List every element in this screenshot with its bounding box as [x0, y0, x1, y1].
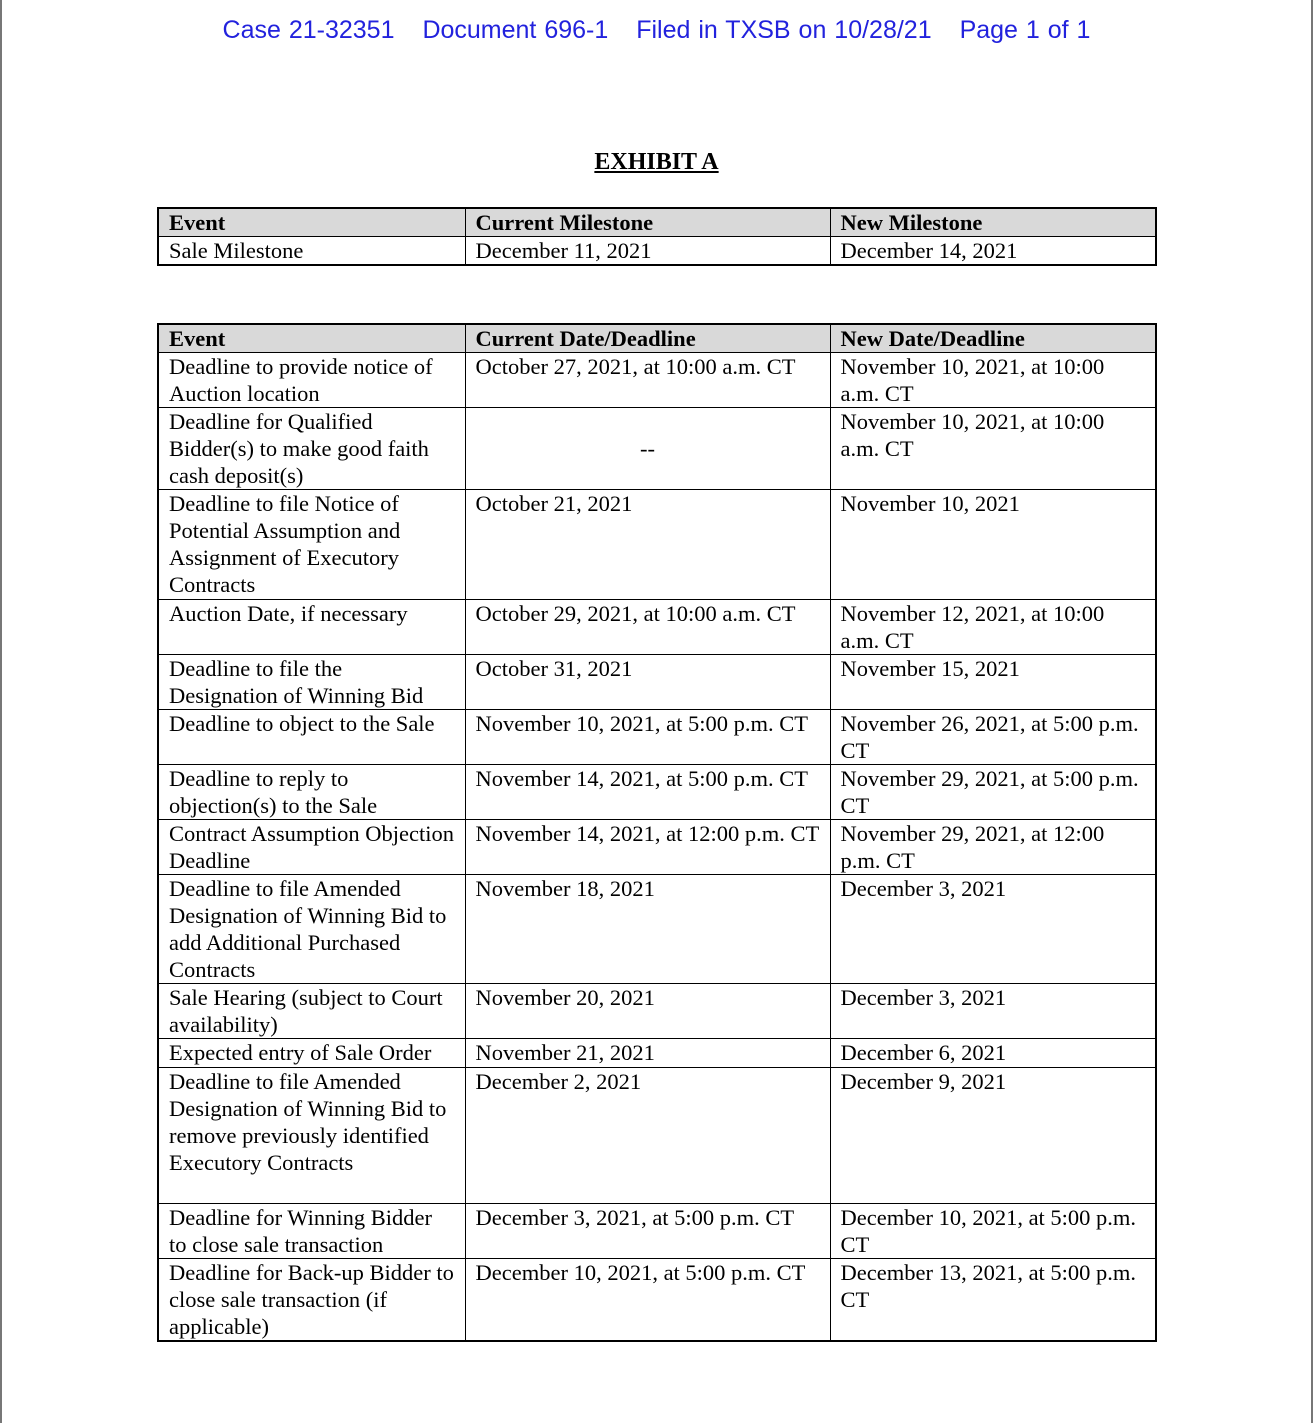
table-row: Deadline to file Amended Designation of … — [157, 1067, 1157, 1204]
table-cell: November 10, 2021, at 10:00 a.m. CT — [829, 407, 1157, 490]
table-cell: November 26, 2021, at 5:00 p.m. CT — [829, 709, 1157, 765]
table-cell: Deadline to file the Designation of Winn… — [157, 654, 466, 710]
table-row: Deadline to file Notice of Potential Ass… — [157, 489, 1157, 600]
table-cell: November 10, 2021, at 5:00 p.m. CT — [464, 709, 831, 765]
table-cell: Deadline to provide notice of Auction lo… — [157, 352, 466, 408]
column-header: New Date/Deadline — [829, 323, 1157, 353]
table-cell: November 14, 2021, at 5:00 p.m. CT — [464, 764, 831, 820]
table-cell: December 13, 2021, at 5:00 p.m. CT — [829, 1258, 1157, 1342]
header-row: Event Current Milestone New Milestone — [157, 207, 1157, 237]
table-row: Auction Date, if necessary October 29, 20… — [157, 599, 1157, 655]
table-cell: November 21, 2021 — [464, 1038, 831, 1068]
table-row: Deadline to reply to objection(s) to the… — [157, 764, 1157, 820]
filed-date: Filed in TXSB on 10/28/21 — [636, 16, 932, 44]
table-cell: December 3, 2021 — [829, 983, 1157, 1039]
table-cell: December 10, 2021, at 5:00 p.m. CT — [829, 1203, 1157, 1259]
table-cell: Sale Milestone — [157, 236, 466, 266]
table-cell: November 29, 2021, at 12:00 p.m. CT — [829, 819, 1157, 875]
table-row: Deadline to provide notice of Auction lo… — [157, 352, 1157, 408]
table-cell: Deadline for Qualified Bidder(s) to make… — [157, 407, 466, 490]
milestone-table: Event Current Milestone New Milestone Sale … — [157, 207, 1157, 266]
table-cell: October 27, 2021, at 10:00 a.m. CT — [464, 352, 831, 408]
table-cell: November 18, 2021 — [464, 874, 831, 984]
table-cell: November 12, 2021, at 10:00 a.m. CT — [829, 599, 1157, 655]
deadline-table: Event Current Date/Deadline New Date/Deadl… — [157, 323, 1157, 1342]
table-cell: Deadline to object to the Sale — [157, 709, 466, 765]
table-cell: November 20, 2021 — [464, 983, 831, 1039]
table-cell: Deadline for Back-up Bidder to close sal… — [157, 1258, 466, 1342]
table-cell: October 31, 2021 — [464, 654, 831, 710]
table-cell: November 29, 2021, at 5:00 p.m. CT — [829, 764, 1157, 820]
table-row: Deadline to file Amended Designation of … — [157, 874, 1157, 984]
table-cell: November 14, 2021, at 12:00 p.m. CT — [464, 819, 831, 875]
table-cell: November 15, 2021 — [829, 654, 1157, 710]
column-header: Event — [157, 323, 466, 353]
table-row: Deadline to object to the Sale November 1… — [157, 709, 1157, 765]
table-cell: Deadline to file Notice of Potential Ass… — [157, 489, 466, 600]
table-cell: November 10, 2021, at 10:00 a.m. CT — [829, 352, 1157, 408]
column-header: Current Date/Deadline — [464, 323, 831, 353]
table-row: Deadline for Back-up Bidder to close sal… — [157, 1258, 1157, 1342]
filing-header: Case 21-32351 Document 696-1 Filed in TX… — [0, 16, 1313, 45]
table-row: Sale Milestone December 11, 2021 December … — [157, 236, 1157, 266]
page-edge — [0, 0, 2, 1423]
table-cell: Deadline to file Amended Designation of … — [157, 1067, 466, 1204]
table-cell: December 3, 2021, at 5:00 p.m. CT — [464, 1203, 831, 1259]
table-cell: October 21, 2021 — [464, 489, 831, 600]
document-number: Document 696-1 — [422, 16, 609, 44]
table-cell: Deadline to reply to objection(s) to the… — [157, 764, 466, 820]
table-cell: December 9, 2021 — [829, 1067, 1157, 1204]
exhibit-title: EXHIBIT A — [594, 149, 719, 175]
table-cell: Deadline for Winning Bidder to close sal… — [157, 1203, 466, 1259]
table-row: Contract Assumption Objection Deadline No… — [157, 819, 1157, 875]
table-cell: Deadline to file Amended Designation of … — [157, 874, 466, 984]
table-row: Deadline for Qualified Bidder(s) to make… — [157, 407, 1157, 490]
column-header: Event — [157, 207, 466, 237]
table-cell: Expected entry of Sale Order — [157, 1038, 466, 1068]
table-cell: -- — [464, 407, 831, 490]
table-cell: Contract Assumption Objection Deadline — [157, 819, 466, 875]
table-cell: December 3, 2021 — [829, 874, 1157, 984]
column-header: New Milestone — [829, 207, 1157, 237]
table-cell: December 14, 2021 — [829, 236, 1157, 266]
case-number: Case 21-32351 — [222, 16, 395, 44]
table-cell: October 29, 2021, at 10:00 a.m. CT — [464, 599, 831, 655]
table-cell: December 2, 2021 — [464, 1067, 831, 1204]
table-row: Deadline to file the Designation of Winn… — [157, 654, 1157, 710]
table-cell: November 10, 2021 — [829, 489, 1157, 600]
column-header: Current Milestone — [464, 207, 831, 237]
table-row: Sale Hearing (subject to Court availabil… — [157, 983, 1157, 1039]
page-edge — [1311, 0, 1313, 1423]
table-cell: December 11, 2021 — [464, 236, 831, 266]
table-row: Expected entry of Sale Order November 21,… — [157, 1038, 1157, 1068]
table-cell: Sale Hearing (subject to Court availabil… — [157, 983, 466, 1039]
table-cell: December 10, 2021, at 5:00 p.m. CT — [464, 1258, 831, 1342]
table-row: Deadline for Winning Bidder to close sal… — [157, 1203, 1157, 1259]
page-number: Page 1 of 1 — [959, 16, 1091, 44]
table-cell: December 6, 2021 — [829, 1038, 1157, 1068]
table-cell: Auction Date, if necessary — [157, 599, 466, 655]
header-row: Event Current Date/Deadline New Date/Deadl… — [157, 323, 1157, 353]
